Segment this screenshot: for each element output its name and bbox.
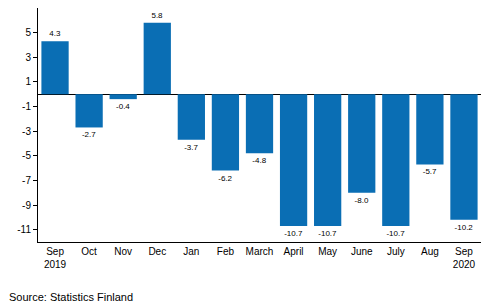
svg-text:Oct: Oct <box>81 246 97 257</box>
svg-text:5.8: 5.8 <box>151 11 163 20</box>
svg-text:July: July <box>387 246 405 257</box>
svg-text:-5.7: -5.7 <box>423 167 437 176</box>
svg-text:-11: -11 <box>17 224 31 235</box>
svg-text:-10.7: -10.7 <box>284 229 303 238</box>
svg-text:-2.7: -2.7 <box>82 130 96 139</box>
svg-text:April: April <box>284 246 304 257</box>
svg-text:-10.7: -10.7 <box>386 229 405 238</box>
svg-text:Sep2019: Sep2019 <box>44 246 67 270</box>
svg-text:Sep2020: Sep2020 <box>453 246 476 270</box>
svg-text:3: 3 <box>25 52 31 63</box>
svg-text:Jan: Jan <box>183 246 199 257</box>
svg-text:-7: -7 <box>22 175 31 186</box>
svg-text:4.3: 4.3 <box>49 29 61 38</box>
svg-text:-10.2: -10.2 <box>455 223 474 232</box>
svg-text:-5: -5 <box>22 150 31 161</box>
svg-text:Aug: Aug <box>421 246 439 257</box>
svg-text:-4.8: -4.8 <box>252 156 266 165</box>
svg-text:June: June <box>351 246 373 257</box>
svg-text:March: March <box>246 246 274 257</box>
svg-text:-0.4: -0.4 <box>116 102 130 111</box>
svg-text:-10.7: -10.7 <box>318 229 337 238</box>
svg-text:Dec: Dec <box>148 246 166 257</box>
svg-text:1: 1 <box>25 76 31 87</box>
svg-text:May: May <box>318 246 337 257</box>
svg-text:-3.7: -3.7 <box>184 143 198 152</box>
svg-text:-6.2: -6.2 <box>218 174 232 183</box>
svg-text:Nov: Nov <box>114 246 132 257</box>
svg-text:-3: -3 <box>22 126 31 137</box>
svg-text:-8.0: -8.0 <box>355 196 369 205</box>
svg-text:5: 5 <box>25 27 31 38</box>
svg-text:Source: Statistics Finland: Source: Statistics Finland <box>9 291 133 303</box>
svg-text:-9: -9 <box>22 200 31 211</box>
svg-text:Feb: Feb <box>217 246 235 257</box>
svg-text:-1: -1 <box>22 101 31 112</box>
